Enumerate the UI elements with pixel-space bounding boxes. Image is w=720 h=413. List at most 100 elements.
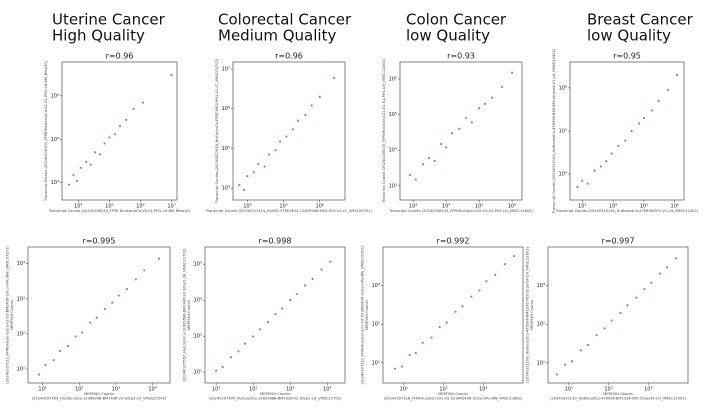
point (274, 149, 277, 152)
point (421, 163, 425, 166)
point (74, 335, 77, 338)
point (52, 358, 55, 362)
y-tick-label: 10³ (389, 183, 397, 189)
column-header: low Quality (587, 27, 671, 45)
point (289, 298, 292, 301)
x-tick-label: 10³ (479, 387, 487, 393)
x-tick-label: 10³ (409, 204, 417, 210)
point (285, 135, 288, 138)
x-tick-label: 10³ (644, 387, 652, 393)
y-axis-sublabel: (20240207111_FFPEHuColon-L01-V2-S2-BM143… (361, 245, 365, 384)
x-tick-label: 10² (249, 387, 257, 393)
point (676, 73, 679, 77)
point (98, 153, 102, 156)
x-axis-label: Transcript Counts (20240208130_FFPEHuCol… (388, 209, 533, 213)
point (310, 104, 313, 107)
point (408, 353, 411, 357)
point (438, 325, 441, 329)
y-tick-label: 10³ (372, 283, 380, 289)
point (414, 351, 417, 355)
point (464, 116, 468, 120)
point (630, 129, 633, 133)
x-tick-label: 10⁴ (609, 204, 617, 210)
plot-title: r=0.995 (83, 237, 116, 246)
point (125, 287, 129, 291)
point (427, 157, 430, 160)
column-header: High Quality (52, 27, 145, 45)
point (570, 360, 574, 363)
x-tick-label: 10⁶ (508, 204, 516, 210)
plot-title: r=0.95 (613, 52, 641, 61)
point (650, 109, 653, 112)
plot-frame (232, 61, 346, 201)
point (215, 369, 218, 372)
x-tick-label: 10¹ (212, 387, 220, 393)
plot-frame (547, 246, 689, 384)
point (278, 140, 282, 143)
x-axis-label: MERFISH Counts (438, 392, 468, 396)
point (113, 133, 116, 136)
y-axis-label: MERFISH Counts (187, 300, 191, 330)
point (393, 367, 397, 370)
point (414, 178, 417, 181)
point (635, 296, 638, 299)
y-tick-label: 10¹ (372, 360, 380, 366)
point (229, 356, 233, 359)
point (257, 163, 260, 166)
y-axis-label: MERFISH Counts (10, 300, 14, 330)
point (75, 179, 78, 183)
y-tick-label: 10¹ (17, 367, 25, 373)
y-tick-label: 10⁴ (17, 261, 25, 267)
y-tick-label: 10⁷ (222, 66, 230, 72)
point (333, 76, 336, 79)
point (605, 160, 608, 163)
y-tick-label: 10⁴ (222, 186, 230, 192)
point (118, 125, 122, 128)
point (108, 136, 111, 139)
x-tick-label: 10⁶ (671, 204, 679, 210)
plot-frame (204, 246, 346, 384)
point (433, 159, 436, 163)
point (617, 144, 620, 148)
point (141, 101, 144, 104)
y-tick-label: 10⁶ (222, 106, 230, 112)
x-tick-label: 10³ (112, 387, 120, 393)
y-tick-label: 10² (17, 331, 25, 337)
point (329, 260, 332, 263)
y-tick-label: 10⁶ (389, 76, 397, 82)
y-axis-sublabel: (20240207112_FFPEHuUterusCa-V2-S1-BM1436… (6, 246, 10, 384)
x-tick-label: 10² (439, 387, 447, 393)
point (157, 257, 161, 260)
point (408, 174, 412, 177)
y-axis-sublabel: (20240207557_HuColonCa-1282958B-BM1436-V… (183, 248, 187, 381)
x-tick-label: 10² (604, 387, 612, 393)
x-tick-label: 10⁵ (640, 204, 648, 210)
point (563, 363, 567, 366)
point (470, 295, 473, 298)
x-tick-label: 10³ (578, 204, 586, 210)
point (81, 331, 84, 334)
point (37, 373, 41, 376)
point (79, 166, 82, 169)
point (593, 169, 596, 172)
point (642, 116, 646, 120)
point (304, 113, 307, 116)
x-tick-label: 10⁴ (323, 387, 331, 393)
point (132, 107, 135, 110)
y-tick-label: 10² (194, 334, 202, 340)
x-tick-label: 10⁵ (475, 204, 483, 210)
point (421, 341, 424, 344)
point (610, 319, 613, 322)
point (238, 183, 241, 187)
point (280, 307, 284, 310)
point (318, 95, 321, 98)
x-tick-label: 10⁴ (442, 204, 450, 210)
y-tick-label: 10² (372, 322, 380, 328)
point (450, 132, 454, 135)
point (296, 119, 300, 122)
plot-title: r=0.96 (275, 52, 303, 61)
point (483, 102, 486, 105)
y-tick-label: 10² (537, 322, 545, 328)
point (400, 365, 404, 368)
